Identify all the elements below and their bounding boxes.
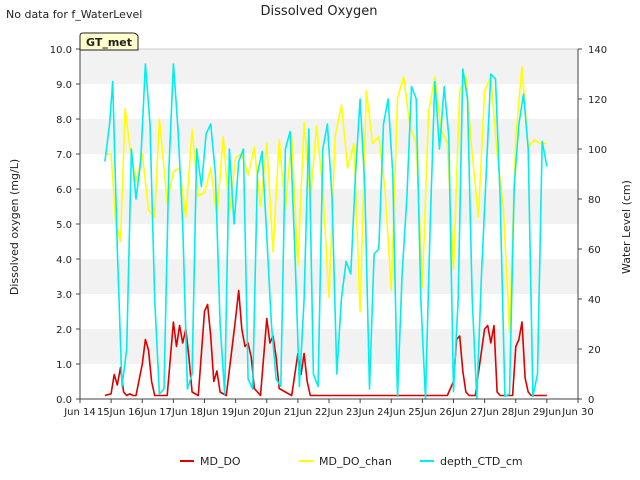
y-axis-right-label: Water Level (cm) xyxy=(620,180,633,274)
y-left-tick-label: 7.0 xyxy=(56,150,72,161)
x-tick-label: 28Jun xyxy=(502,407,530,418)
series-layer xyxy=(104,63,548,400)
series-line-MD_DO xyxy=(104,289,547,397)
y-left-tick-label: 8.0 xyxy=(56,115,72,126)
x-axis: Jun 14 15Jun 16Jun 17Jun 18Jun 19Jun 20Jun 21Ju… xyxy=(63,398,594,418)
y-left-tick-label: 9.0 xyxy=(56,80,72,91)
grid-band xyxy=(80,84,578,119)
y-left-tick-label: 3.0 xyxy=(56,290,72,301)
y-left-tick-label: 5.0 xyxy=(56,220,72,231)
x-tick-label: Jun 30 xyxy=(561,407,594,418)
y-axis-left: 0.0 1.0 2.0 3.0 4.0 5.0 6.0 7.0 8.0 9.0 10.0 xyxy=(50,45,81,406)
legend-label-MD_DO_chan: MD_DO_chan xyxy=(319,455,392,468)
y-right-tick-label: 20 xyxy=(588,345,601,356)
x-tick-label: 24Jun xyxy=(377,407,405,418)
y-right-tick-label: 0 xyxy=(588,395,594,406)
y-right-tick-label: 140 xyxy=(588,45,607,56)
site-label-box: GT_met xyxy=(79,32,139,51)
chart-title: Dissolved Oxygen xyxy=(261,4,378,19)
x-tick-label: 29Jun xyxy=(533,407,561,418)
y-axis-right: 0 20 40 60 80 100 120 140 xyxy=(577,45,607,406)
x-tick-label: 22Jun xyxy=(315,407,343,418)
y-right-tick-label: 40 xyxy=(588,295,601,306)
x-tick-label: 15Jun xyxy=(97,407,125,418)
y-left-tick-label: 1.0 xyxy=(56,360,72,371)
y-left-tick-label: 4.0 xyxy=(56,255,72,266)
y-left-tick-label: 10.0 xyxy=(50,45,72,56)
x-tick-label: 26Jun xyxy=(439,407,467,418)
legend-label-MD_DO: MD_DO xyxy=(200,455,241,468)
grid-band xyxy=(80,49,578,84)
x-tick-label: 19Jun xyxy=(221,407,249,418)
x-tick-label: 23Jun xyxy=(346,407,374,418)
no-data-note: No data for f_WaterLevel xyxy=(6,8,142,21)
series-line-depth_CTD_cm xyxy=(104,63,548,400)
grid-band xyxy=(80,294,578,329)
x-tick-label: 17Jun xyxy=(159,407,187,418)
y-right-tick-label: 100 xyxy=(588,145,607,156)
grid-band xyxy=(80,364,578,399)
grid-band xyxy=(80,224,578,259)
y-axis-left-label: Dissolved oxygen (mg/L) xyxy=(8,159,21,295)
legend-label-depth_CTD_cm: depth_CTD_cm xyxy=(440,455,523,468)
legend: MD_DO MD_DO_chan depth_CTD_cm xyxy=(180,455,523,468)
y-right-tick-label: 60 xyxy=(588,245,601,256)
y-right-tick-label: 120 xyxy=(588,95,607,106)
y-left-tick-label: 6.0 xyxy=(56,185,72,196)
x-tick-label: 18Jun xyxy=(190,407,218,418)
x-tick-label: 27Jun xyxy=(470,407,498,418)
y-left-tick-label: 2.0 xyxy=(56,325,72,336)
x-tick-label: 21Jun xyxy=(284,407,312,418)
site-label: GT_met xyxy=(86,36,132,49)
x-tick-label: 16Jun xyxy=(128,407,156,418)
x-tick-label: 25Jun xyxy=(408,407,436,418)
x-tick-label: Jun 14 xyxy=(63,407,96,418)
grid-band xyxy=(80,189,578,224)
y-right-tick-label: 80 xyxy=(588,195,601,206)
x-tick-label: 20Jun xyxy=(253,407,281,418)
y-left-tick-label: 0.0 xyxy=(56,395,72,406)
